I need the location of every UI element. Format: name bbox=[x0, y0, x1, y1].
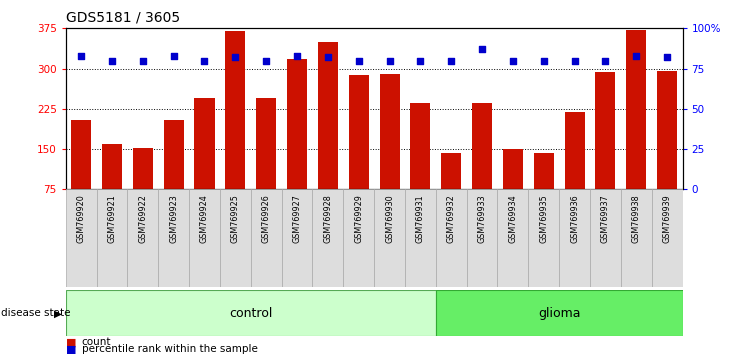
Bar bbox=[529, 189, 559, 287]
Bar bbox=[657, 71, 677, 230]
Point bbox=[261, 58, 272, 63]
Point bbox=[322, 55, 334, 60]
Point bbox=[291, 53, 303, 58]
Bar bbox=[282, 189, 312, 287]
Point bbox=[168, 53, 180, 58]
Point bbox=[384, 58, 396, 63]
Text: count: count bbox=[82, 337, 111, 347]
Bar bbox=[158, 189, 189, 287]
Bar bbox=[256, 98, 276, 230]
Bar bbox=[436, 189, 466, 287]
Point bbox=[106, 58, 118, 63]
Text: ■: ■ bbox=[66, 337, 76, 347]
Bar bbox=[128, 189, 158, 287]
Text: GDS5181 / 3605: GDS5181 / 3605 bbox=[66, 11, 180, 25]
Text: control: control bbox=[229, 307, 272, 320]
Text: GSM769926: GSM769926 bbox=[261, 194, 271, 243]
Bar bbox=[466, 189, 498, 287]
Bar bbox=[251, 189, 282, 287]
Point bbox=[199, 58, 210, 63]
Bar bbox=[374, 189, 405, 287]
Text: GSM769924: GSM769924 bbox=[200, 194, 209, 243]
Text: GSM769935: GSM769935 bbox=[539, 194, 548, 243]
Text: GSM769930: GSM769930 bbox=[385, 194, 394, 243]
Point bbox=[229, 55, 241, 60]
Text: ■: ■ bbox=[66, 344, 76, 354]
Text: GSM769937: GSM769937 bbox=[601, 194, 610, 243]
Point bbox=[476, 46, 488, 52]
Bar bbox=[380, 74, 399, 230]
Bar bbox=[559, 189, 590, 287]
Point bbox=[137, 58, 149, 63]
Text: GSM769939: GSM769939 bbox=[663, 194, 672, 243]
Point bbox=[75, 53, 87, 58]
Bar bbox=[102, 144, 122, 230]
Text: GSM769921: GSM769921 bbox=[107, 194, 117, 243]
Bar bbox=[349, 75, 369, 230]
Bar bbox=[133, 148, 153, 230]
Point bbox=[599, 58, 611, 63]
Bar bbox=[436, 290, 683, 336]
Point bbox=[353, 58, 364, 63]
Point bbox=[538, 58, 550, 63]
Bar bbox=[652, 189, 683, 287]
Bar bbox=[226, 31, 245, 230]
Bar bbox=[620, 189, 652, 287]
Point bbox=[507, 58, 519, 63]
Text: GSM769927: GSM769927 bbox=[293, 194, 301, 243]
Bar bbox=[596, 72, 615, 230]
Bar bbox=[534, 153, 554, 230]
Bar bbox=[220, 189, 251, 287]
Point bbox=[415, 58, 426, 63]
Text: GSM769928: GSM769928 bbox=[323, 194, 332, 243]
Text: GSM769936: GSM769936 bbox=[570, 194, 579, 243]
Bar bbox=[564, 112, 585, 230]
Bar bbox=[626, 30, 646, 230]
Point bbox=[631, 53, 642, 58]
Bar bbox=[441, 153, 461, 230]
Bar bbox=[343, 189, 374, 287]
Bar bbox=[590, 189, 620, 287]
Bar bbox=[312, 189, 343, 287]
Bar bbox=[66, 290, 436, 336]
Point bbox=[445, 58, 457, 63]
Bar bbox=[405, 189, 436, 287]
Bar bbox=[318, 42, 338, 230]
Text: disease state: disease state bbox=[1, 308, 70, 318]
Bar bbox=[189, 189, 220, 287]
Text: percentile rank within the sample: percentile rank within the sample bbox=[82, 344, 258, 354]
Text: GSM769931: GSM769931 bbox=[416, 194, 425, 243]
Point bbox=[661, 55, 673, 60]
Bar bbox=[287, 59, 307, 230]
Text: GSM769920: GSM769920 bbox=[77, 194, 85, 243]
Text: GSM769938: GSM769938 bbox=[631, 194, 641, 243]
Text: glioma: glioma bbox=[538, 307, 580, 320]
Text: GSM769923: GSM769923 bbox=[169, 194, 178, 243]
Text: GSM769929: GSM769929 bbox=[354, 194, 364, 243]
Text: GSM769932: GSM769932 bbox=[447, 194, 456, 243]
Bar bbox=[503, 149, 523, 230]
Text: GSM769933: GSM769933 bbox=[477, 194, 487, 243]
Text: ▶: ▶ bbox=[54, 308, 62, 318]
Bar bbox=[164, 120, 184, 230]
Bar bbox=[96, 189, 128, 287]
Bar bbox=[498, 189, 529, 287]
Text: GSM769925: GSM769925 bbox=[231, 194, 240, 243]
Bar bbox=[410, 103, 431, 230]
Text: GSM769934: GSM769934 bbox=[508, 194, 518, 243]
Text: GSM769922: GSM769922 bbox=[138, 194, 147, 243]
Point bbox=[569, 58, 580, 63]
Bar bbox=[194, 98, 215, 230]
Bar bbox=[66, 189, 96, 287]
Bar bbox=[71, 120, 91, 230]
Bar bbox=[472, 103, 492, 230]
